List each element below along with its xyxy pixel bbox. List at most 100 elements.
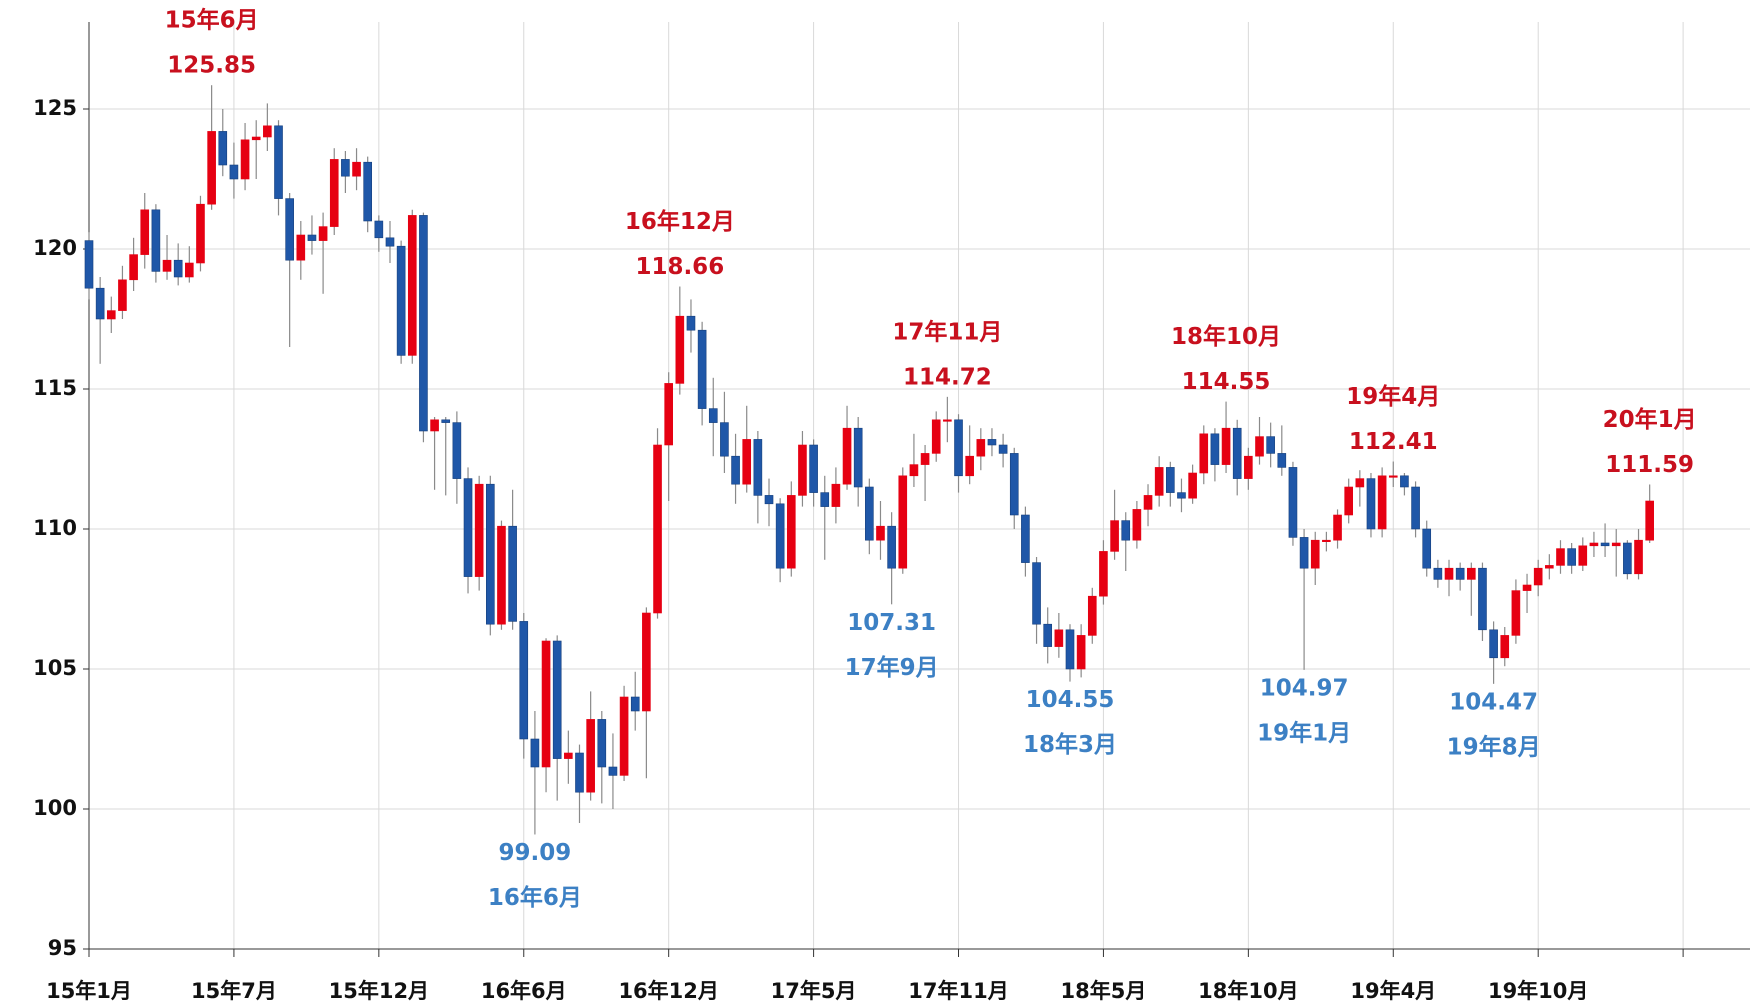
candle-body	[1611, 542, 1621, 547]
candle-body	[1522, 584, 1532, 591]
annotation-date: 17年11月	[892, 318, 1002, 345]
annotation-date: 16年6月	[488, 884, 582, 911]
candle-body	[943, 419, 952, 422]
annotation-date: 19年8月	[1447, 733, 1541, 760]
candle-body	[909, 464, 919, 477]
candle-body	[396, 245, 406, 356]
candle-body	[1366, 478, 1376, 530]
candle-body	[129, 254, 138, 281]
candle-body	[965, 455, 974, 477]
candle-body	[1177, 492, 1186, 499]
candle-body	[1478, 567, 1487, 631]
candle-body	[1556, 548, 1565, 566]
annotation-date: 19年4月	[1346, 383, 1440, 410]
candle-body	[1511, 590, 1521, 636]
annotation-value: 111.59	[1605, 452, 1694, 478]
candle-body	[1645, 500, 1654, 541]
y-tick-label: 105	[33, 656, 77, 680]
candle-body	[385, 237, 395, 247]
candle-body	[530, 738, 540, 768]
candle-body	[642, 612, 651, 712]
candle-body	[1266, 436, 1275, 454]
candle-body	[1099, 551, 1108, 597]
candle-body	[1466, 567, 1476, 580]
candle-body	[251, 136, 261, 141]
candle-body	[1455, 567, 1465, 580]
candle-body	[140, 209, 150, 255]
y-tick-label: 120	[33, 236, 77, 260]
candle-body	[1199, 433, 1209, 474]
annotation-date: 19年1月	[1257, 719, 1351, 746]
annotation-date: 18年10月	[1171, 323, 1281, 350]
x-tick-label: 15年1月	[46, 979, 132, 1003]
candle-body	[653, 444, 662, 614]
candle-body	[675, 315, 685, 384]
annotation-value: 104.97	[1260, 675, 1349, 701]
candle-body	[452, 422, 462, 479]
candle-body	[419, 215, 428, 432]
candle-body	[720, 422, 729, 457]
candle-body	[775, 503, 785, 569]
candle-body	[151, 209, 161, 272]
candle-body	[731, 455, 740, 485]
candle-body	[575, 752, 584, 793]
candle-body	[1377, 475, 1387, 530]
candle-body	[1032, 562, 1041, 625]
candle-body	[285, 198, 294, 261]
candle-body	[1087, 595, 1097, 636]
candle-body	[998, 444, 1008, 454]
candle-body	[106, 310, 116, 320]
annotation-value: 114.72	[903, 364, 992, 390]
candle-body	[1188, 472, 1197, 499]
candle-body	[920, 453, 930, 465]
candle-body	[1121, 520, 1131, 541]
candle-body	[786, 495, 796, 569]
annotation-value: 104.47	[1449, 689, 1538, 715]
candle-body	[1344, 486, 1353, 516]
candle-body	[898, 475, 908, 569]
x-tick-label: 15年12月	[329, 979, 429, 1003]
candle-body	[1623, 542, 1632, 575]
candle-body	[1310, 539, 1320, 569]
x-tick-label: 19年4月	[1350, 979, 1436, 1003]
y-tick-label: 95	[48, 936, 77, 960]
candle-body	[552, 640, 562, 759]
candle-body	[274, 125, 283, 199]
y-tick-label: 115	[33, 376, 77, 400]
y-tick-label: 125	[33, 96, 77, 120]
candle-body	[1065, 629, 1075, 670]
candle-body	[597, 719, 607, 768]
candle-body	[1500, 635, 1510, 659]
candle-body	[564, 752, 573, 759]
candle-body	[686, 315, 696, 331]
candle-body	[196, 203, 205, 264]
annotation-date: 15年6月	[165, 7, 259, 34]
candle-body	[1545, 565, 1554, 569]
candle-body	[876, 525, 885, 541]
annotation-value: 114.55	[1182, 369, 1271, 395]
candle-body	[742, 439, 752, 485]
candle-body	[1533, 567, 1543, 586]
candle-body	[329, 159, 339, 227]
candle-body	[987, 439, 997, 446]
candle-body	[1589, 542, 1599, 547]
candle-body	[318, 226, 328, 241]
candle-body	[954, 419, 963, 477]
candle-body	[173, 259, 183, 278]
candle-body	[1110, 520, 1119, 552]
annotation-value: 125.85	[167, 53, 256, 79]
candle-body	[519, 621, 529, 740]
candle-body	[162, 259, 172, 272]
annotation-date: 18年3月	[1023, 731, 1117, 758]
candle-body	[407, 215, 417, 356]
candle-body	[1210, 433, 1220, 465]
candle-body	[1388, 475, 1398, 478]
candle-body	[820, 492, 830, 507]
candle-body	[486, 483, 495, 625]
candle-body	[374, 220, 384, 239]
candle-body	[831, 483, 841, 507]
candle-body	[363, 161, 373, 222]
candle-body	[887, 525, 896, 569]
annotation-value: 118.66	[635, 254, 724, 280]
candle-body	[1288, 467, 1298, 538]
